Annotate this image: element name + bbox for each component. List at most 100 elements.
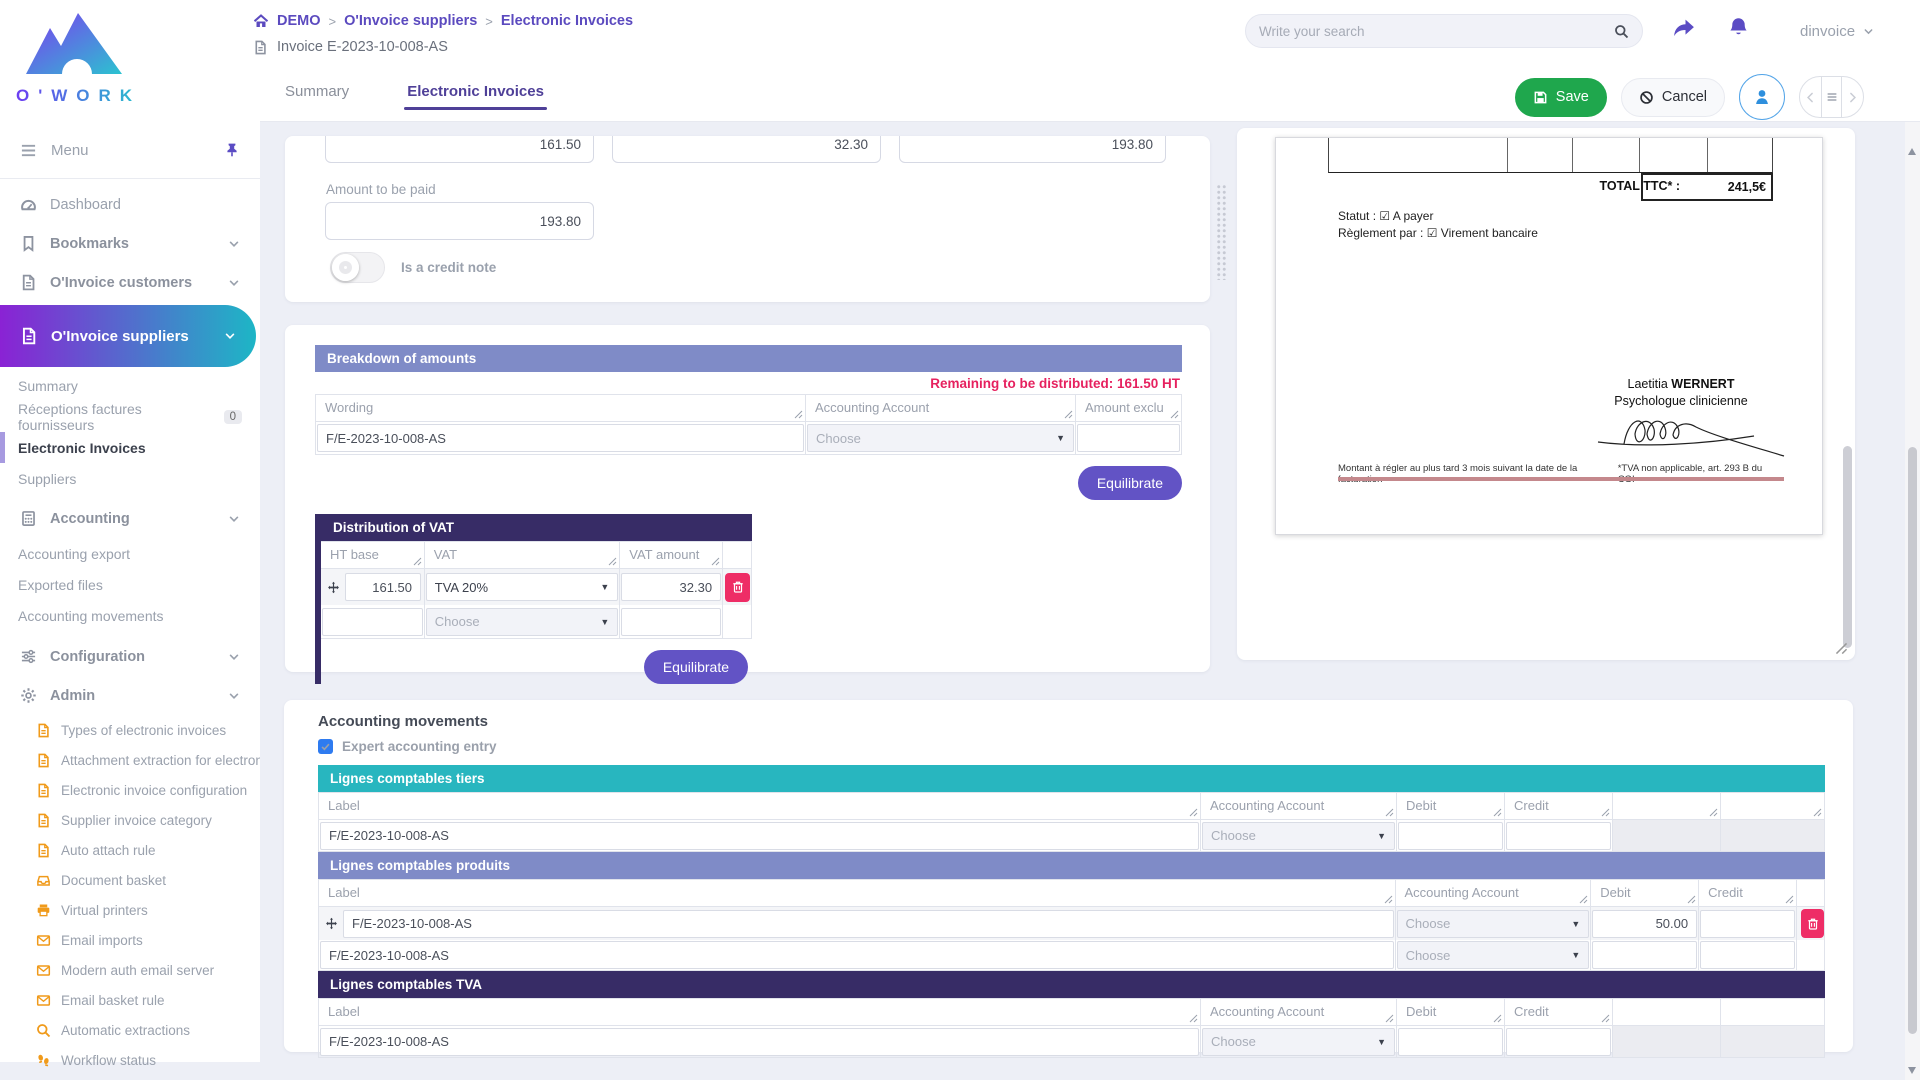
sidebar-item-admin[interactable]: Admin [0, 676, 260, 715]
pager-list-button[interactable] [1821, 77, 1842, 117]
pager-previous-button[interactable] [1800, 77, 1821, 117]
produits-debit-input[interactable] [1592, 941, 1698, 969]
sidebar-item-attachment-extraction[interactable]: Attachment extraction for electron [0, 745, 260, 775]
preview-scrollbar-thumb[interactable] [1843, 446, 1852, 648]
expert-accounting-checkbox[interactable] [318, 739, 333, 754]
produits-credit-input[interactable] [1700, 909, 1795, 938]
produits-label-input[interactable] [343, 909, 1394, 938]
sidebar-item-email-basket-rule[interactable]: Email basket rule [0, 985, 260, 1015]
preview-resize-handle[interactable] [1835, 642, 1848, 655]
tva-credit-input[interactable] [1506, 1027, 1611, 1056]
equilibrate-vat-button[interactable]: Equilibrate [643, 650, 748, 684]
wording-input[interactable] [317, 424, 804, 452]
amount-to-be-paid-input[interactable] [325, 202, 594, 240]
sidebar-item-supplier-invoice-category[interactable]: Supplier invoice category [0, 805, 260, 835]
scroll-down-arrow[interactable] [1908, 1067, 1916, 1074]
search-icon[interactable] [1614, 24, 1629, 39]
produits-account-select[interactable]: Choose ▼ [1396, 941, 1590, 969]
scrollbar-thumb[interactable] [1908, 447, 1917, 1034]
credit-note-toggle[interactable] [330, 252, 385, 283]
user-menu[interactable]: dinvoice [1800, 23, 1874, 40]
produits-credit-input[interactable] [1700, 941, 1796, 969]
sidebar-item-virtual-printers[interactable]: Virtual printers [0, 895, 260, 925]
sidebar-item-automatic-extractions[interactable]: Automatic extractions [0, 1015, 260, 1045]
resize-handle-icon[interactable] [1064, 410, 1073, 419]
ht-base-input[interactable] [322, 607, 423, 636]
sidebar-item-auto-attach-rule[interactable]: Auto attach rule [0, 835, 260, 865]
sidebar-item-oinvoice-customers[interactable]: O'Invoice customers [0, 263, 260, 302]
pager-next-button[interactable] [1842, 77, 1863, 117]
resize-handle-icon[interactable] [1385, 808, 1394, 817]
resize-handle-icon[interactable] [1601, 1014, 1610, 1023]
resize-handle-icon[interactable] [1170, 410, 1179, 419]
sidebar-item-accounting[interactable]: Accounting [0, 499, 260, 538]
sidebar-item-receptions[interactable]: Réceptions factures fournisseurs 0 [0, 401, 260, 433]
panel-drag-handle[interactable] [1216, 184, 1228, 280]
produits-account-select[interactable]: Choose ▼ [1396, 909, 1590, 938]
resize-handle-icon[interactable] [1189, 808, 1198, 817]
tiers-credit-input[interactable] [1506, 821, 1611, 850]
sidebar-item-summary[interactable]: Summary [18, 377, 78, 394]
cancel-button[interactable]: Cancel [1620, 77, 1725, 117]
sidebar-item-configuration[interactable]: Configuration [0, 637, 260, 676]
sidebar-item-modern-auth-email-server[interactable]: Modern auth email server [0, 955, 260, 985]
delete-row-button[interactable] [1801, 909, 1824, 938]
notifications-button[interactable] [1727, 16, 1750, 39]
resize-handle-icon[interactable] [1687, 895, 1696, 904]
resize-handle-icon[interactable] [1601, 808, 1610, 817]
vat-amount-input[interactable] [621, 607, 722, 636]
sidebar-item-bookmarks[interactable]: Bookmarks [0, 224, 260, 263]
vat-amount-input[interactable] [621, 573, 722, 601]
share-button[interactable] [1672, 16, 1696, 40]
vat-amount-input[interactable] [612, 136, 881, 163]
sidebar-item-dashboard[interactable]: Dashboard [0, 186, 260, 224]
amount-excl-input[interactable] [1077, 424, 1180, 452]
resize-handle-icon[interactable] [794, 410, 803, 419]
resize-handle-icon[interactable] [1493, 1014, 1502, 1023]
breadcrumb-home[interactable]: DEMO [277, 13, 321, 29]
vat-rate-select[interactable]: TVA 20% ▼ [425, 573, 619, 601]
sidebar-item-suppliers[interactable]: Suppliers [18, 470, 77, 487]
accounting-account-select[interactable]: Choose ▼ [807, 424, 1074, 452]
save-button[interactable]: Save [1514, 77, 1607, 117]
sidebar-item-accounting-movements[interactable]: Accounting movements [18, 607, 164, 624]
tva-account-select[interactable]: Choose ▼ [1202, 1027, 1395, 1056]
ht-base-input[interactable] [345, 573, 421, 601]
resize-handle-icon[interactable] [1384, 895, 1393, 904]
tab-electronic-invoices[interactable]: Electronic Invoices [404, 82, 547, 110]
amount-excl-tax-input[interactable] [325, 136, 594, 163]
resize-handle-icon[interactable] [608, 557, 617, 566]
move-row-icon[interactable] [325, 917, 338, 930]
pin-icon[interactable] [224, 142, 240, 158]
sidebar-item-accounting-export[interactable]: Accounting export [18, 545, 131, 562]
resize-handle-icon[interactable] [1709, 808, 1718, 817]
resize-handle-icon[interactable] [1493, 808, 1502, 817]
search-input[interactable] [1259, 23, 1606, 39]
produits-label-input[interactable] [320, 941, 1394, 969]
move-row-icon[interactable] [327, 581, 340, 594]
resize-handle-icon[interactable] [1385, 1014, 1394, 1023]
tva-debit-input[interactable] [1398, 1027, 1503, 1056]
resize-handle-icon[interactable] [1785, 895, 1794, 904]
sidebar-item-exported-files[interactable]: Exported files [18, 576, 103, 593]
sidebar-item-oinvoice-suppliers-active[interactable]: O'Invoice suppliers [0, 305, 256, 367]
resize-handle-icon[interactable] [1189, 1014, 1198, 1023]
tab-summary[interactable]: Summary [285, 82, 350, 100]
breadcrumb-electronic-invoices[interactable]: Electronic Invoices [500, 13, 634, 29]
delete-row-button[interactable] [725, 572, 751, 602]
resize-handle-icon[interactable] [711, 557, 720, 566]
sidebar-item-electronic-invoice-configuration[interactable]: Electronic invoice configuration [0, 775, 260, 805]
tiers-account-select[interactable]: Choose ▼ [1202, 821, 1395, 850]
user-avatar-button[interactable] [1739, 74, 1785, 120]
tva-label-input[interactable] [320, 1027, 1199, 1056]
tiers-debit-input[interactable] [1398, 821, 1503, 850]
hamburger-icon[interactable] [20, 142, 37, 159]
resize-handle-icon[interactable] [1813, 808, 1822, 817]
app-logo[interactable]: O'WORK [0, 0, 260, 122]
sidebar-item-workflow-status[interactable]: Workflow status [0, 1045, 260, 1075]
resize-handle-icon[interactable] [1579, 895, 1588, 904]
equilibrate-button[interactable]: Equilibrate [1077, 466, 1182, 500]
resize-handle-icon[interactable] [413, 557, 422, 566]
sidebar-item-document-basket[interactable]: Document basket [0, 865, 260, 895]
breadcrumb-suppliers[interactable]: O'Invoice suppliers [344, 13, 478, 29]
